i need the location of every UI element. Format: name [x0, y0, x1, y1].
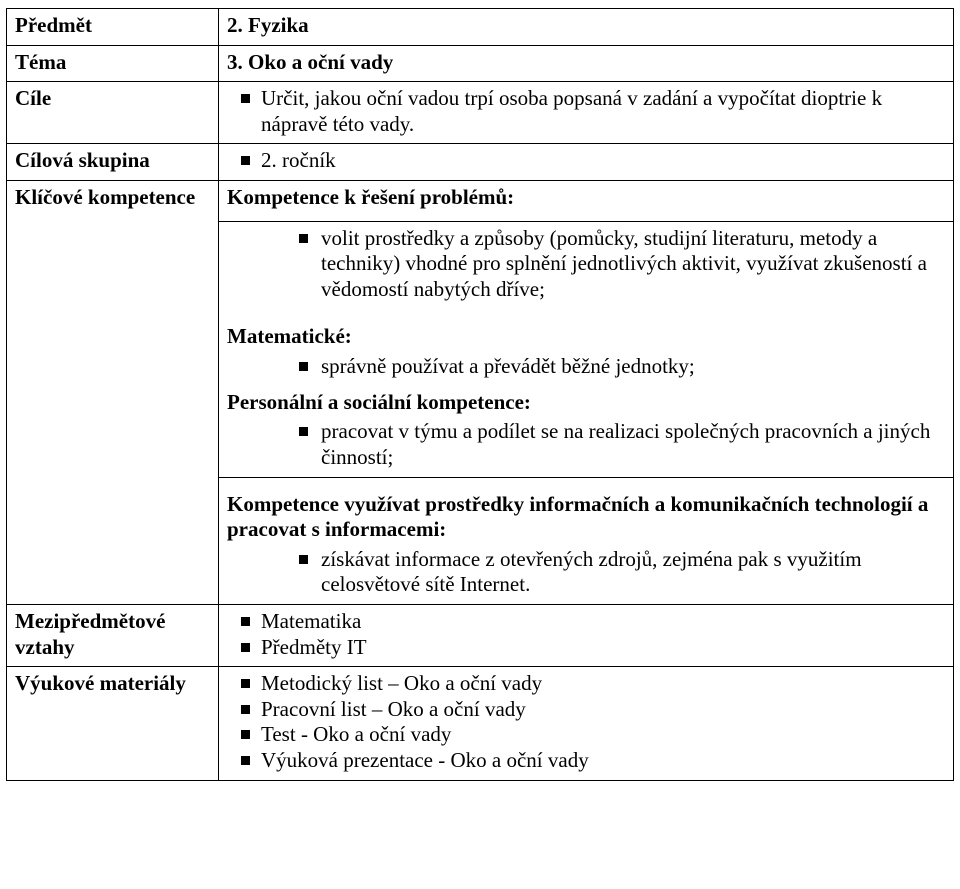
list-item-text: Matematika: [261, 609, 361, 633]
value-mezipredmetove: Matematika Předměty IT: [219, 604, 954, 666]
spacer: [227, 482, 945, 492]
label-text: Mezipředmětové vztahy: [15, 609, 165, 659]
value-text: 3. Oko a oční vady: [227, 50, 393, 74]
bullet-list: Určit, jakou oční vadou trpí osoba popsa…: [227, 86, 945, 137]
bullet-list: správně používat a převádět běžné jednot…: [279, 354, 945, 380]
list-item-text: pracovat v týmu a podílet se na realizac…: [321, 419, 930, 469]
label-text: Předmět: [15, 13, 92, 37]
list-item: pracovat v týmu a podílet se na realizac…: [279, 419, 945, 470]
label-text: Téma: [15, 50, 66, 74]
list-item-text: 2. ročník: [261, 148, 336, 172]
bullet-list: volit prostředky a způsoby (pomůcky, stu…: [279, 226, 945, 303]
list-item: 2. ročník: [227, 148, 945, 174]
value-predmet: 2. Fyzika: [219, 9, 954, 46]
document-table: Předmět 2. Fyzika Téma 3. Oko a oční vad…: [6, 8, 954, 781]
value-klicove-kompetence-top: Kompetence k řešení problémů:: [219, 181, 954, 222]
section-title: Kompetence využívat prostředky informačn…: [227, 492, 945, 543]
spacer: [227, 380, 945, 390]
label-mezipredmetove: Mezipředmětové vztahy: [7, 604, 219, 666]
bullet-list: Metodický list – Oko a oční vady Pracovn…: [227, 671, 945, 773]
list-item: Pracovní list – Oko a oční vady: [227, 697, 945, 723]
table-row: Téma 3. Oko a oční vady: [7, 45, 954, 82]
table-row: Cíle Určit, jakou oční vadou trpí osoba …: [7, 82, 954, 144]
bullet-list: získávat informace z otevřených zdrojů, …: [279, 547, 945, 598]
list-item-text: Metodický list – Oko a oční vady: [261, 671, 542, 695]
label-text: Cíle: [15, 86, 51, 110]
value-cile: Určit, jakou oční vadou trpí osoba popsa…: [219, 82, 954, 144]
spacer: [227, 302, 945, 324]
label-klicove-kompetence: Klíčové kompetence: [7, 181, 219, 605]
list-item-text: Určit, jakou oční vadou trpí osoba popsa…: [261, 86, 882, 136]
table-row: Předmět 2. Fyzika: [7, 9, 954, 46]
list-item-text: Předměty IT: [261, 635, 367, 659]
table-row: Mezipředmětové vztahy Matematika Předmět…: [7, 604, 954, 666]
list-item: Výuková prezentace - Oko a oční vady: [227, 748, 945, 774]
value-text: 2. Fyzika: [227, 13, 309, 37]
value-vyukove-materialy: Metodický list – Oko a oční vady Pracovn…: [219, 667, 954, 780]
list-item: volit prostředky a způsoby (pomůcky, stu…: [279, 226, 945, 303]
page: Předmět 2. Fyzika Téma 3. Oko a oční vad…: [0, 0, 960, 793]
bullet-list: 2. ročník: [227, 148, 945, 174]
label-cilova-skupina: Cílová skupina: [7, 144, 219, 181]
list-item: Test - Oko a oční vady: [227, 722, 945, 748]
label-cile: Cíle: [7, 82, 219, 144]
list-item: správně používat a převádět běžné jednot…: [279, 354, 945, 380]
label-predmet: Předmět: [7, 9, 219, 46]
section-title: Kompetence k řešení problémů:: [227, 185, 945, 211]
table-row: Výukové materiály Metodický list – Oko a…: [7, 667, 954, 780]
section-title: Personální a sociální kompetence:: [227, 390, 945, 416]
value-klicove-kompetence-bottom: Kompetence využívat prostředky informačn…: [219, 477, 954, 604]
table-row: Cílová skupina 2. ročník: [7, 144, 954, 181]
list-item: Určit, jakou oční vadou trpí osoba popsa…: [227, 86, 945, 137]
label-vyukove-materialy: Výukové materiály: [7, 667, 219, 780]
list-item-text: správně používat a převádět běžné jednot…: [321, 354, 695, 378]
value-tema: 3. Oko a oční vady: [219, 45, 954, 82]
list-item: získávat informace z otevřených zdrojů, …: [279, 547, 945, 598]
list-item-text: Pracovní list – Oko a oční vady: [261, 697, 526, 721]
list-item-text: získávat informace z otevřených zdrojů, …: [321, 547, 862, 597]
table-row: Klíčové kompetence Kompetence k řešení p…: [7, 181, 954, 222]
list-item: Matematika: [227, 609, 945, 635]
label-text: Klíčové kompetence: [15, 185, 195, 209]
bullet-list: Matematika Předměty IT: [227, 609, 945, 660]
list-item-text: volit prostředky a způsoby (pomůcky, stu…: [321, 226, 927, 301]
label-text: Cílová skupina: [15, 148, 150, 172]
value-cilova-skupina: 2. ročník: [219, 144, 954, 181]
list-item: Předměty IT: [227, 635, 945, 661]
list-item: Metodický list – Oko a oční vady: [227, 671, 945, 697]
section-title: Matematické:: [227, 324, 945, 350]
list-item-text: Test - Oko a oční vady: [261, 722, 451, 746]
list-item-text: Výuková prezentace - Oko a oční vady: [261, 748, 589, 772]
label-text: Výukové materiály: [15, 671, 186, 695]
bullet-list: pracovat v týmu a podílet se na realizac…: [279, 419, 945, 470]
label-tema: Téma: [7, 45, 219, 82]
value-klicove-kompetence-mid: volit prostředky a způsoby (pomůcky, stu…: [219, 221, 954, 477]
